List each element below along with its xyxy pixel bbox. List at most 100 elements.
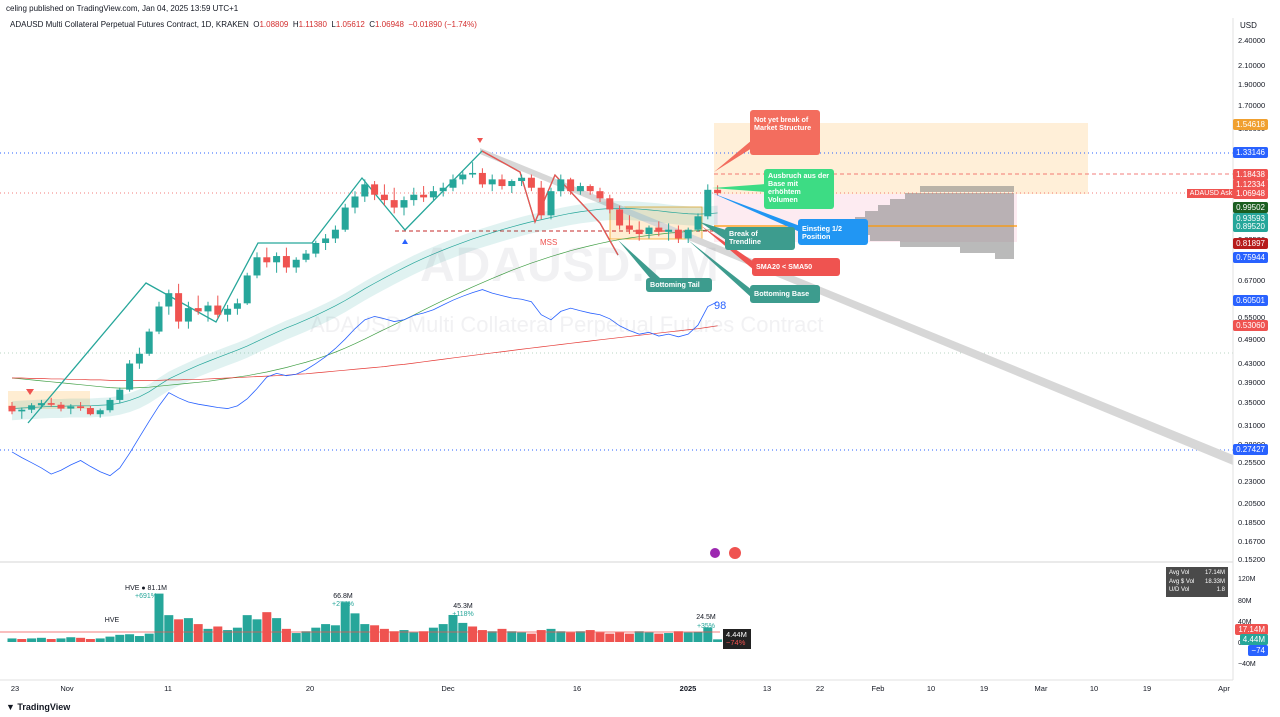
price-axis-tick: 0.35000	[1238, 398, 1266, 408]
volume-bar	[703, 627, 713, 642]
candle-body	[518, 177, 526, 182]
candle-body	[135, 353, 143, 364]
symbol-legend: ADAUSD Multi Collateral Perpetual Future…	[10, 20, 477, 29]
candle-body	[508, 181, 516, 187]
volume-bar	[213, 626, 223, 642]
volume-bar	[330, 625, 340, 642]
candle-body	[165, 293, 173, 307]
volume-bar	[183, 618, 193, 642]
volume-bar	[291, 633, 301, 642]
volume-bar	[566, 632, 576, 642]
candle-body	[47, 403, 55, 405]
ohlc-high-label: H	[292, 20, 299, 29]
stat-value: 17.14M	[1204, 570, 1225, 576]
time-axis-tick: 23	[11, 684, 19, 693]
not-yet-tail	[714, 140, 752, 172]
volume-profile-bar	[995, 253, 1014, 259]
volume-tag: −74	[1248, 645, 1268, 656]
candle-body	[292, 259, 300, 268]
time-axis-tick: Nov	[60, 684, 74, 693]
ohlc-open: 1.08809	[259, 20, 289, 29]
volume-bar	[624, 633, 634, 642]
candle-body	[194, 308, 202, 312]
volume-stat-row: Avg $ Vol 18.33M	[1169, 578, 1225, 587]
vol-label-1: 66.8M	[333, 593, 353, 600]
time-axis-tick: 10	[1090, 684, 1098, 693]
bottoming-tail-tail	[618, 240, 660, 278]
price-axis-tick: 0.20500	[1238, 498, 1266, 508]
volume-bar	[17, 639, 27, 642]
price-tag: 1.06948	[1233, 188, 1268, 200]
candle-body	[18, 409, 26, 412]
volume-profile-bar	[865, 211, 1014, 217]
candle-body	[184, 308, 192, 322]
volume-bar	[164, 615, 174, 642]
price-tag: 0.89520	[1233, 221, 1268, 233]
vol-label-3: 24.5M	[696, 614, 716, 621]
price-axis-tick: 0.23000	[1238, 477, 1266, 487]
candle-body	[596, 191, 604, 199]
volume-profile-bar	[905, 193, 1014, 199]
candle-body	[439, 187, 447, 192]
volume-bar	[174, 619, 184, 642]
price-tag: 0.93593	[1233, 213, 1268, 225]
price-tag: 0.60501	[1233, 295, 1268, 307]
candle-body	[557, 179, 565, 192]
volume-bar	[232, 627, 242, 642]
volume-bar	[134, 636, 144, 642]
candle-body	[126, 363, 134, 390]
volume-bar	[477, 630, 487, 642]
volume-bar	[595, 632, 605, 642]
einstieg-tail	[712, 193, 800, 232]
candle-body	[420, 194, 428, 198]
price-axis-tick: 0.55000	[1238, 313, 1266, 323]
tradingview-logo[interactable]: ▼ TradingView	[6, 702, 70, 712]
candle-body	[77, 406, 85, 409]
candle-body	[527, 177, 535, 188]
volume-bar	[389, 631, 399, 642]
volume-profile-bar	[920, 186, 1014, 192]
price-tag: 0.53060	[1233, 319, 1268, 331]
candle-body	[488, 179, 496, 185]
ausbruch-tail	[712, 184, 766, 192]
volume-bar	[644, 632, 654, 642]
vol-label-2: 45.3M	[453, 603, 473, 610]
volume-profile-bar	[870, 235, 1014, 241]
candle-body	[674, 229, 682, 239]
volume-bar	[76, 637, 86, 642]
volume-profile-bar	[852, 229, 1014, 235]
sma-cross-label: SMA20 < SMA50	[752, 258, 840, 276]
time-axis-tick: 16	[573, 684, 581, 693]
volume-bar	[615, 632, 625, 642]
candle-body	[312, 242, 320, 254]
price-axis-tick: 0.67000	[1238, 275, 1266, 285]
volume-tag: 17.14M	[1235, 624, 1268, 635]
volume-bar	[7, 638, 17, 642]
candle-body	[145, 331, 153, 354]
volume-bar	[664, 633, 674, 642]
candle-body	[8, 405, 16, 412]
time-axis-tick: 20	[306, 684, 314, 693]
volume-bar	[556, 631, 566, 642]
peak-marker	[477, 138, 483, 143]
volume-bar	[262, 612, 272, 642]
symbol-name[interactable]: ADAUSD Multi Collateral Perpetual Future…	[10, 20, 249, 29]
volume-profile-bar	[878, 205, 1014, 211]
candles-layer[interactable]	[8, 162, 722, 419]
ohlc-close-label: C	[369, 20, 375, 29]
stat-key: Avg $ Vol	[1169, 578, 1195, 585]
price-axis-tick: 0.49000	[1238, 334, 1266, 344]
volume-bar	[575, 631, 585, 642]
volume-profile-bar	[855, 217, 1014, 223]
candle-body	[586, 186, 594, 192]
volume-bar	[546, 628, 556, 642]
volume-bar	[340, 602, 350, 642]
volume-bar	[252, 619, 262, 642]
volume-bar	[370, 625, 380, 642]
candle-body	[478, 172, 486, 185]
volume-bar	[693, 631, 703, 642]
price-axis-tick: 0.43000	[1238, 359, 1266, 369]
volume-bar	[379, 628, 389, 642]
volume-bar	[281, 628, 291, 642]
